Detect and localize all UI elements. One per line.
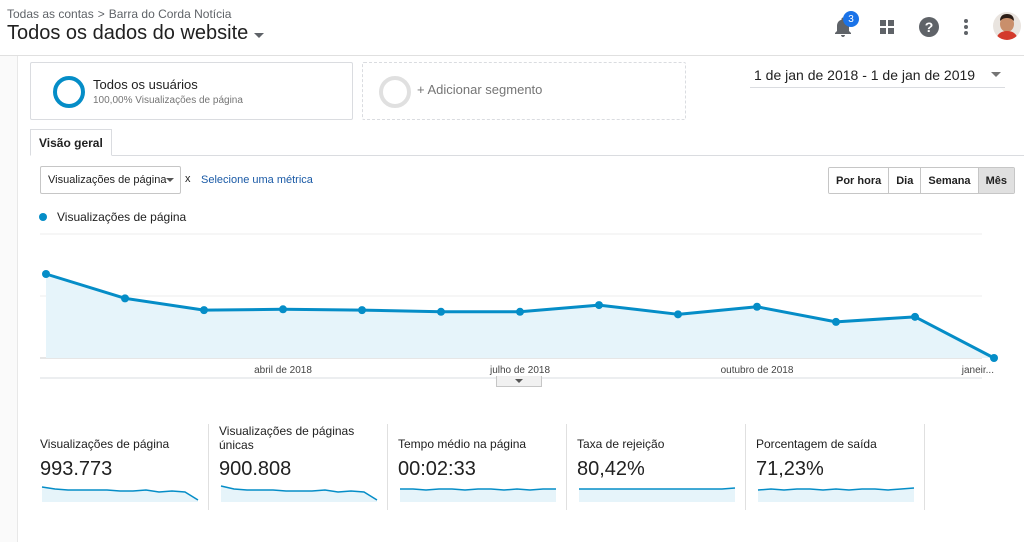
pageviews-line-chart: abril de 2018 julho de 2018 outubro de 201… — [40, 233, 998, 379]
chart-data-point[interactable] — [42, 270, 50, 278]
scorecard-value: 900.808 — [219, 458, 292, 480]
sparkline-fill — [579, 488, 735, 502]
granularity-toggle: Por hora Dia Semana Mês — [828, 167, 1015, 194]
view-selector[interactable]: Todos os dados do website — [7, 22, 265, 45]
chart-legend: Visualizações de página — [39, 210, 186, 224]
chart-data-point[interactable] — [990, 354, 998, 362]
chart-data-point[interactable] — [200, 306, 208, 315]
granularity-month-button[interactable]: Mês — [978, 168, 1014, 193]
avatar-image — [993, 12, 1021, 40]
add-segment-label: + Adicionar segmento — [417, 82, 543, 97]
metric-dropdown-value: Visualizações de página — [48, 174, 167, 186]
segment-share: 100,00% Visualizações de página — [93, 95, 243, 106]
chart-data-point[interactable] — [121, 294, 129, 303]
granularity-week-button[interactable]: Semana — [921, 168, 979, 193]
compare-separator: x — [185, 173, 191, 185]
chart-data-point[interactable] — [911, 312, 919, 321]
date-range-label: 1 de jan de 2018 - 1 de jan de 2019 — [754, 66, 976, 83]
breadcrumb-property[interactable]: Barra do Corda Notícia — [108, 7, 232, 21]
more-options-button[interactable] — [953, 14, 979, 40]
apps-grid-icon — [880, 20, 894, 34]
legend-series-label: Visualizações de página — [57, 210, 187, 224]
apps-button[interactable] — [874, 14, 900, 40]
chart-data-point[interactable] — [279, 305, 287, 314]
sparkline-fill — [400, 489, 556, 502]
scorecard-value: 00:02:33 — [398, 458, 476, 480]
more-vert-icon — [964, 19, 968, 35]
scorecard[interactable]: Visualizações de páginas únicas 900.808 — [209, 424, 388, 510]
date-range-selector[interactable]: 1 de jan de 2018 - 1 de jan de 2019 — [750, 62, 1005, 88]
notification-count-badge: 3 — [843, 11, 859, 27]
scorecard-sparkline — [220, 485, 378, 502]
scorecard-value: 993.773 — [40, 458, 113, 480]
report-tabs: Visão geral — [30, 129, 1024, 156]
scorecard-label: Visualizações de página — [40, 437, 170, 451]
segment-name: Todos os usuários — [93, 77, 198, 92]
sparkline-fill — [221, 486, 377, 502]
segment-all-users[interactable]: Todos os usuários 100,00% Visualizações … — [30, 62, 353, 120]
chart-data-point[interactable] — [437, 307, 445, 316]
scorecard-sparkline — [400, 488, 556, 502]
granularity-day-button[interactable]: Dia — [889, 168, 922, 193]
sparkline-line — [41, 486, 199, 501]
x-tick-label: julho de 2018 — [489, 365, 550, 376]
scorecard[interactable]: Taxa de rejeição 80,42% — [567, 424, 746, 510]
legend-series-dot — [39, 213, 47, 221]
select-metric-link[interactable]: Selecione uma métrica — [201, 174, 313, 186]
app-header: Todas as contas > Barra do Corda Notícia… — [0, 0, 1024, 56]
scorecard[interactable]: Porcentagem de saída 71,23% — [746, 424, 925, 510]
tab-overview[interactable]: Visão geral — [30, 129, 112, 156]
help-icon: ? — [919, 17, 939, 37]
chart-data-point[interactable] — [674, 310, 682, 319]
scorecard-value: 71,23% — [756, 458, 824, 480]
chart-data-point[interactable] — [358, 306, 366, 315]
scorecard-label: Tempo médio na página — [398, 437, 527, 451]
scorecard-value: 80,42% — [577, 458, 645, 480]
chart-data-point[interactable] — [753, 302, 761, 311]
user-avatar[interactable] — [993, 12, 1021, 40]
scorecard-sparkline — [41, 486, 199, 502]
scorecards: Visualizações de página 993.773 Visualizaç… — [30, 424, 925, 510]
x-tick-label: janeir... — [961, 365, 994, 376]
sparkline-line — [400, 488, 556, 491]
chevron-down-icon — [166, 178, 174, 182]
breadcrumb-separator: > — [97, 7, 105, 21]
scorecard-sparkline — [757, 487, 915, 502]
breadcrumb-account[interactable]: Todas as contas — [7, 7, 94, 21]
breadcrumb: Todas as contas > Barra do Corda Notícia — [7, 7, 231, 21]
chart-data-point[interactable] — [516, 307, 524, 316]
left-nav-strip — [0, 56, 18, 542]
sparkline-line — [757, 487, 915, 491]
chevron-down-icon — [515, 379, 523, 383]
notifications-button[interactable]: 3 — [830, 11, 859, 40]
scorecard-label: Visualizações de páginas únicas — [219, 424, 355, 452]
metric-dropdown[interactable]: Visualizações de página — [40, 166, 181, 194]
svg-text:?: ? — [925, 19, 934, 35]
view-title: Todos os dados do website — [7, 22, 249, 44]
segment-ring-icon — [53, 76, 85, 108]
scorecard-sparkline — [579, 487, 736, 502]
scorecard-label: Porcentagem de saída — [756, 437, 877, 451]
chart-data-point[interactable] — [832, 317, 840, 326]
granularity-hour-button[interactable]: Por hora — [829, 168, 890, 193]
scorecard-label: Taxa de rejeição — [577, 437, 665, 451]
chart-data-point[interactable] — [595, 301, 603, 310]
chart-area-fill — [46, 274, 994, 358]
chart-resize-handle[interactable] — [496, 376, 542, 387]
help-button[interactable]: ? — [916, 14, 942, 40]
chevron-down-icon — [254, 32, 265, 38]
scorecard[interactable]: Visualizações de página 993.773 — [30, 424, 209, 510]
sparkline-line — [220, 485, 378, 501]
scorecard[interactable]: Tempo médio na página 00:02:33 — [388, 424, 567, 510]
x-tick-label: outubro de 2018 — [721, 365, 794, 376]
segment-empty-ring-icon — [379, 76, 411, 108]
sparkline-line — [579, 487, 736, 490]
sparkline-fill — [758, 488, 914, 502]
x-tick-label: abril de 2018 — [254, 365, 312, 376]
add-segment-button[interactable]: + Adicionar segmento — [362, 62, 686, 120]
chevron-down-icon — [991, 72, 1001, 77]
